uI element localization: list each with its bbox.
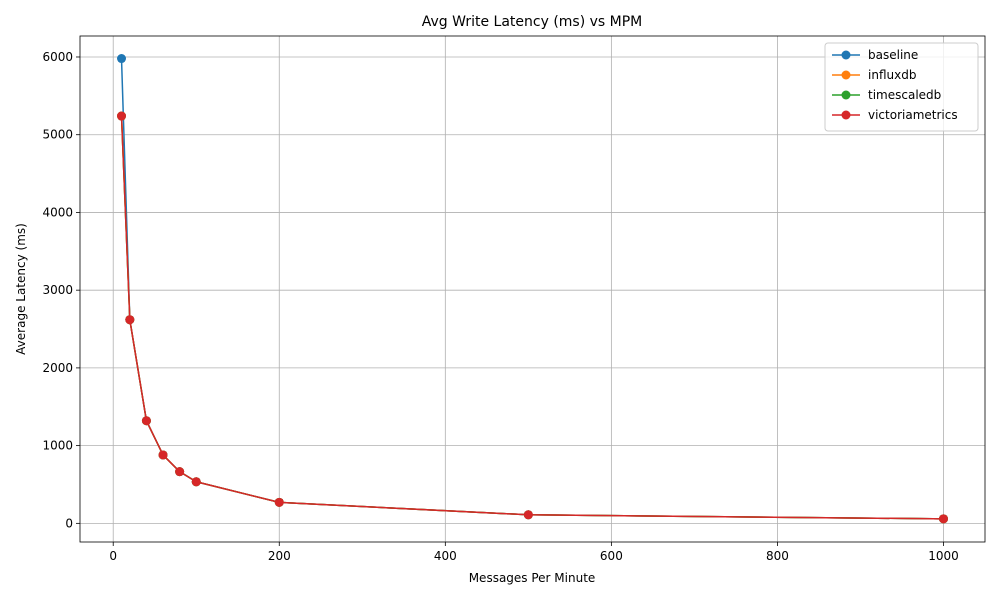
legend-label-timescaledb: timescaledb bbox=[868, 88, 941, 102]
x-tick-label: 600 bbox=[600, 549, 623, 563]
x-tick-label: 400 bbox=[434, 549, 457, 563]
series-lines bbox=[117, 54, 948, 524]
legend-marker-influxdb bbox=[841, 70, 851, 80]
x-tick-label: 200 bbox=[268, 549, 291, 563]
data-point-victoriametrics bbox=[175, 467, 185, 477]
y-tick-label: 6000 bbox=[42, 50, 73, 64]
legend: baseline influxdb timescaledb victoriametri… bbox=[824, 42, 979, 132]
x-tick-label: 0 bbox=[109, 549, 117, 563]
y-tick-label: 3000 bbox=[42, 283, 73, 297]
legend-label-influxdb: influxdb bbox=[868, 68, 916, 82]
chart-title: Avg Write Latency (ms) vs MPM bbox=[422, 14, 643, 30]
data-point-victoriametrics bbox=[523, 510, 533, 520]
data-point-victoriametrics bbox=[158, 450, 168, 460]
y-tick-label: 5000 bbox=[42, 128, 73, 142]
legend-label-baseline: baseline bbox=[868, 48, 918, 62]
series-victoriametrics bbox=[117, 111, 948, 524]
data-point-victoriametrics bbox=[938, 514, 948, 524]
legend-marker-victoriametrics bbox=[841, 110, 851, 120]
legend-marker-timescaledb bbox=[841, 90, 851, 100]
y-axis: 0 1000 2000 3000 4000 5000 6000 bbox=[42, 50, 80, 530]
x-axis: 0 200 400 600 800 1000 bbox=[109, 542, 959, 563]
x-tick-label: 1000 bbox=[928, 549, 959, 563]
y-tick-label: 1000 bbox=[42, 439, 73, 453]
data-point-victoriametrics bbox=[191, 477, 201, 487]
data-point-victoriametrics bbox=[125, 315, 135, 325]
legend-box bbox=[824, 42, 979, 132]
y-tick-label: 2000 bbox=[42, 361, 73, 375]
grid bbox=[80, 36, 985, 542]
data-point-baseline bbox=[117, 54, 127, 64]
data-point-victoriametrics bbox=[274, 497, 284, 507]
y-tick-label: 4000 bbox=[42, 205, 73, 219]
legend-label-victoriametrics: victoriametrics bbox=[868, 108, 958, 122]
y-axis-label: Average Latency (ms) bbox=[14, 223, 28, 355]
y-tick-label: 0 bbox=[65, 516, 73, 530]
data-point-victoriametrics bbox=[117, 111, 127, 121]
data-point-victoriametrics bbox=[141, 416, 151, 426]
plot-frame bbox=[79, 35, 986, 543]
x-tick-label: 800 bbox=[766, 549, 789, 563]
x-axis-label: Messages Per Minute bbox=[469, 571, 596, 585]
legend-marker-baseline bbox=[841, 50, 851, 60]
